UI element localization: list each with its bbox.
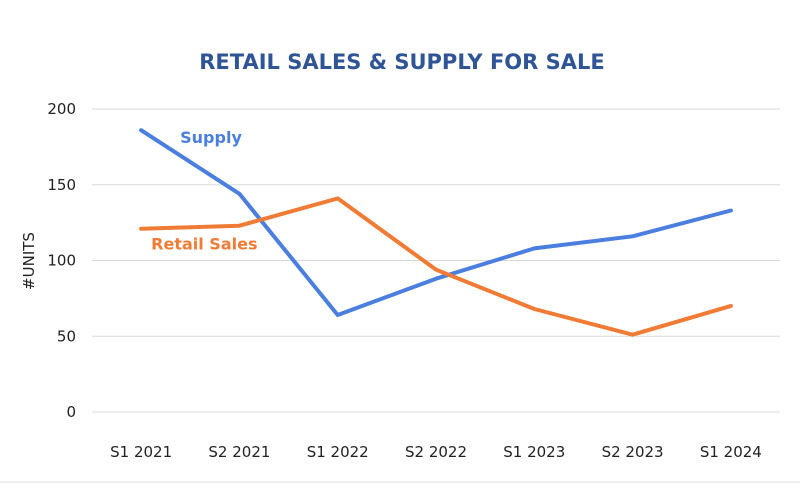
x-axis-ticks: S1 2021 S2 2021 S1 2022 S2 2022 S1 2023 S2 20…: [110, 443, 762, 461]
series-label-supply: Supply: [180, 128, 242, 147]
series-line-supply: [139, 128, 733, 317]
y-tick-label: 50: [57, 327, 76, 345]
y-axis-title: #UNITS: [20, 232, 38, 290]
series-line-retail-sales: [139, 196, 733, 337]
x-tick-label: S2 2023: [602, 443, 664, 461]
series-lines: [139, 128, 733, 337]
y-tick-label: 200: [47, 100, 76, 118]
x-tick-label: S1 2024: [700, 443, 762, 461]
y-tick-label: 150: [47, 176, 76, 194]
x-tick-label: S1 2022: [307, 443, 369, 461]
series-labels: Supply Retail Sales: [151, 128, 257, 253]
x-tick-label: S1 2021: [110, 443, 172, 461]
gridlines: [92, 108, 780, 413]
x-tick-label: S2 2022: [405, 443, 467, 461]
series-label-retail-sales: Retail Sales: [151, 235, 257, 254]
x-tick-label: S2 2021: [208, 443, 270, 461]
y-axis-ticks: 0 50 100 150 200: [47, 100, 76, 421]
y-tick-label: 0: [66, 403, 76, 421]
x-tick-label: S1 2023: [503, 443, 565, 461]
chart-title: RETAIL SALES & SUPPLY FOR SALE: [199, 50, 605, 74]
y-tick-label: 100: [47, 252, 76, 270]
